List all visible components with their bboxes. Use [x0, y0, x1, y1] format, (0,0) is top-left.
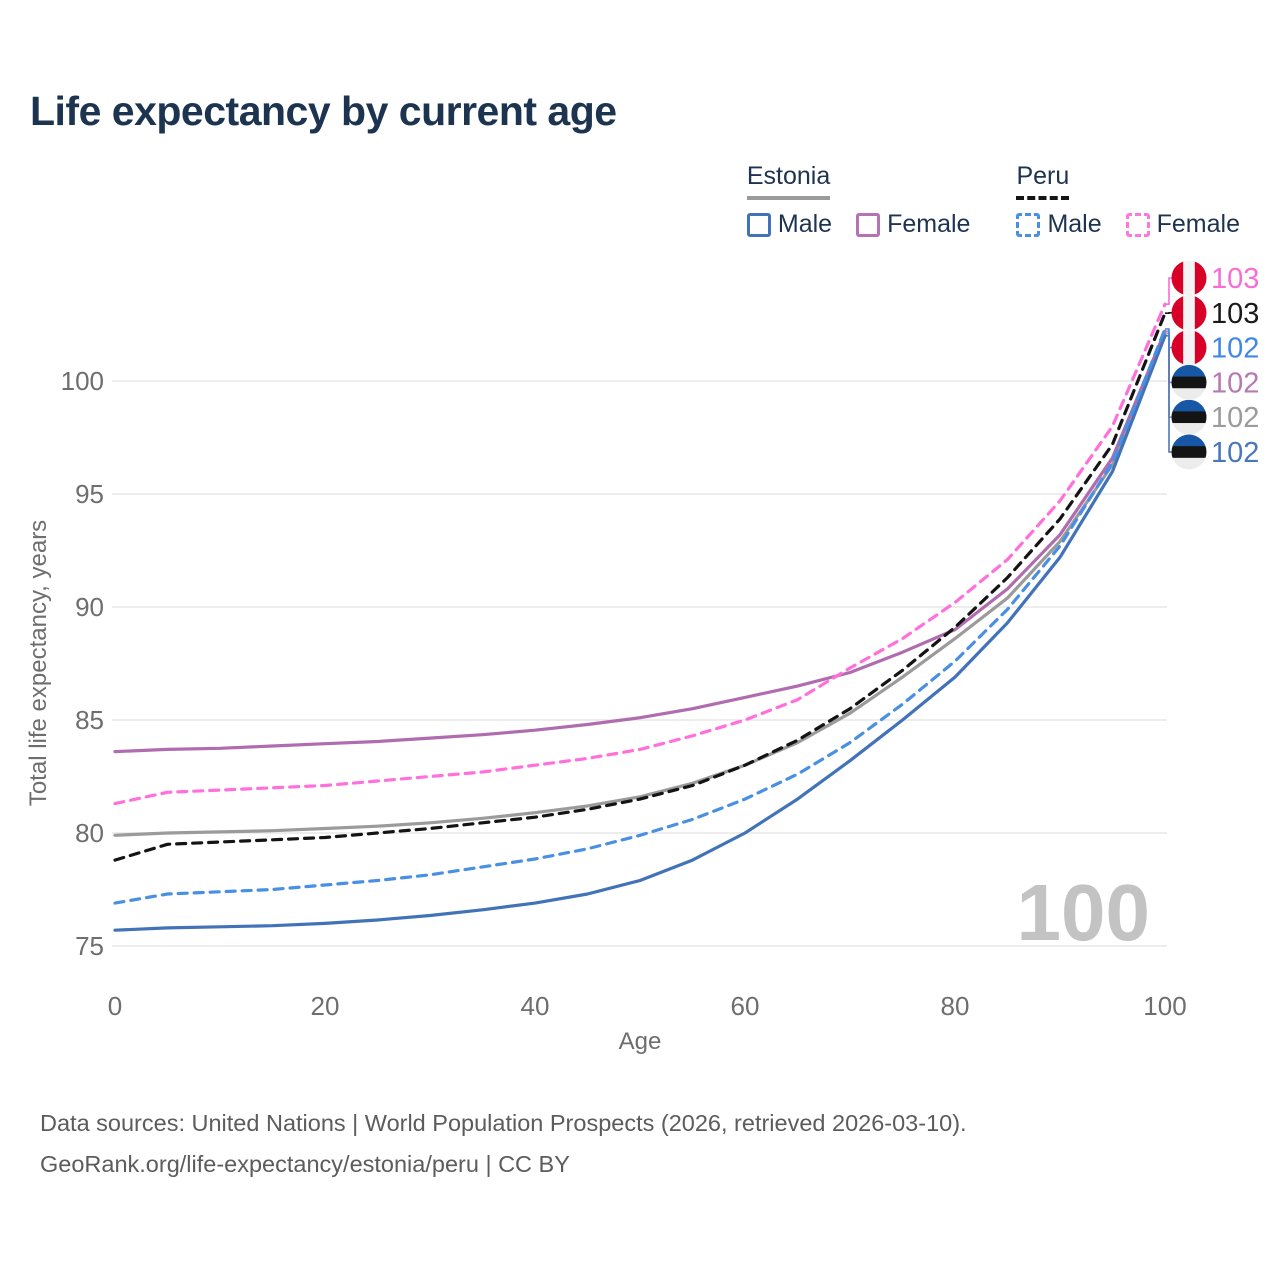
y-tick-label: 95	[75, 479, 104, 509]
series-line-peru[interactable]	[113, 311, 1167, 862]
legend-item-label: Male	[777, 210, 833, 238]
peru-flag-icon	[1171, 295, 1207, 331]
series-line-peru-male[interactable]	[113, 327, 1167, 905]
y-tick-label: 80	[75, 818, 104, 848]
series-line-peru-female[interactable]	[113, 302, 1167, 806]
legend-item-label: Male	[1047, 210, 1102, 238]
legend: Estonia Male Female Peru Male Female	[746, 162, 1240, 239]
source-line-1: Data sources: United Nations | World Pop…	[40, 1110, 967, 1136]
y-tick-label: 75	[75, 931, 104, 961]
legend-item-peru-male[interactable]: Male	[1016, 210, 1102, 239]
source-note: Data sources: United Nations | World Pop…	[40, 1103, 967, 1185]
end-label-peru-female: 103	[1211, 263, 1259, 295]
estonia-flag-icon	[1171, 434, 1207, 470]
end-leader-peru-female	[1165, 277, 1172, 305]
x-axis-title: Age	[619, 1028, 662, 1055]
age-watermark: 100	[1017, 868, 1150, 957]
legend-item-label: Female	[887, 210, 971, 238]
legend-group-peru: Peru Male Female	[1016, 162, 1240, 239]
legend-header-estonia[interactable]: Estonia	[746, 162, 831, 200]
legend-item-estonia-male[interactable]: Male	[746, 210, 833, 239]
legend-item-peru-female[interactable]: Female	[1125, 210, 1240, 239]
end-label-estonia-male: 102	[1211, 437, 1259, 469]
legend-header-peru[interactable]: Peru	[1016, 162, 1070, 200]
x-tick-label: 60	[731, 991, 760, 1021]
x-tick-label: 40	[521, 991, 550, 1021]
y-tick-label: 85	[75, 705, 104, 735]
peru-male-swatch-icon[interactable]	[1016, 212, 1041, 237]
peru-flag-icon	[1171, 260, 1207, 296]
chart-area: 75 80 85 90 95 100 0 20 40 60 80 100 Age Total life e…	[25, 260, 1259, 1055]
x-tick-label: 0	[108, 991, 122, 1021]
legend-item-label: Female	[1156, 210, 1240, 238]
peru-female-swatch-icon[interactable]	[1125, 212, 1150, 237]
page-title: Life expectancy by current age	[30, 88, 617, 134]
end-leader-estonia-male	[1165, 335, 1172, 453]
x-tick-label: 20	[311, 991, 340, 1021]
end-label-estonia: 102	[1211, 402, 1259, 434]
x-tick-label: 100	[1143, 991, 1186, 1021]
legend-item-estonia-female[interactable]: Female	[856, 210, 970, 239]
y-tick-label: 100	[61, 366, 104, 396]
x-tick-label: 80	[941, 991, 970, 1021]
estonia-female-swatch-icon[interactable]	[856, 212, 881, 237]
peru-flag-icon	[1171, 330, 1207, 366]
series-line-estonia-female[interactable]	[113, 329, 1167, 754]
series-line-estonia-male[interactable]	[113, 334, 1167, 932]
legend-group-estonia: Estonia Male Female	[746, 162, 970, 239]
end-label-peru: 103	[1211, 298, 1259, 330]
life-expectancy-chart: 75 80 85 90 95 100 0 20 40 60 80 100 Age Total life e…	[25, 260, 1259, 1055]
estonia-flag-icon	[1171, 399, 1207, 435]
y-axis-title: Total life expectancy, years	[25, 520, 52, 806]
end-leader-peru-male	[1165, 328, 1172, 349]
source-line-2: GeoRank.org/life-expectancy/estonia/peru…	[40, 1151, 570, 1177]
series-line-estonia[interactable]	[113, 331, 1167, 837]
end-label-estonia-female: 102	[1211, 367, 1259, 399]
y-tick-label: 90	[75, 592, 104, 622]
estonia-flag-icon	[1171, 364, 1207, 400]
end-label-peru-male: 102	[1211, 333, 1259, 365]
estonia-male-swatch-icon[interactable]	[746, 212, 771, 237]
